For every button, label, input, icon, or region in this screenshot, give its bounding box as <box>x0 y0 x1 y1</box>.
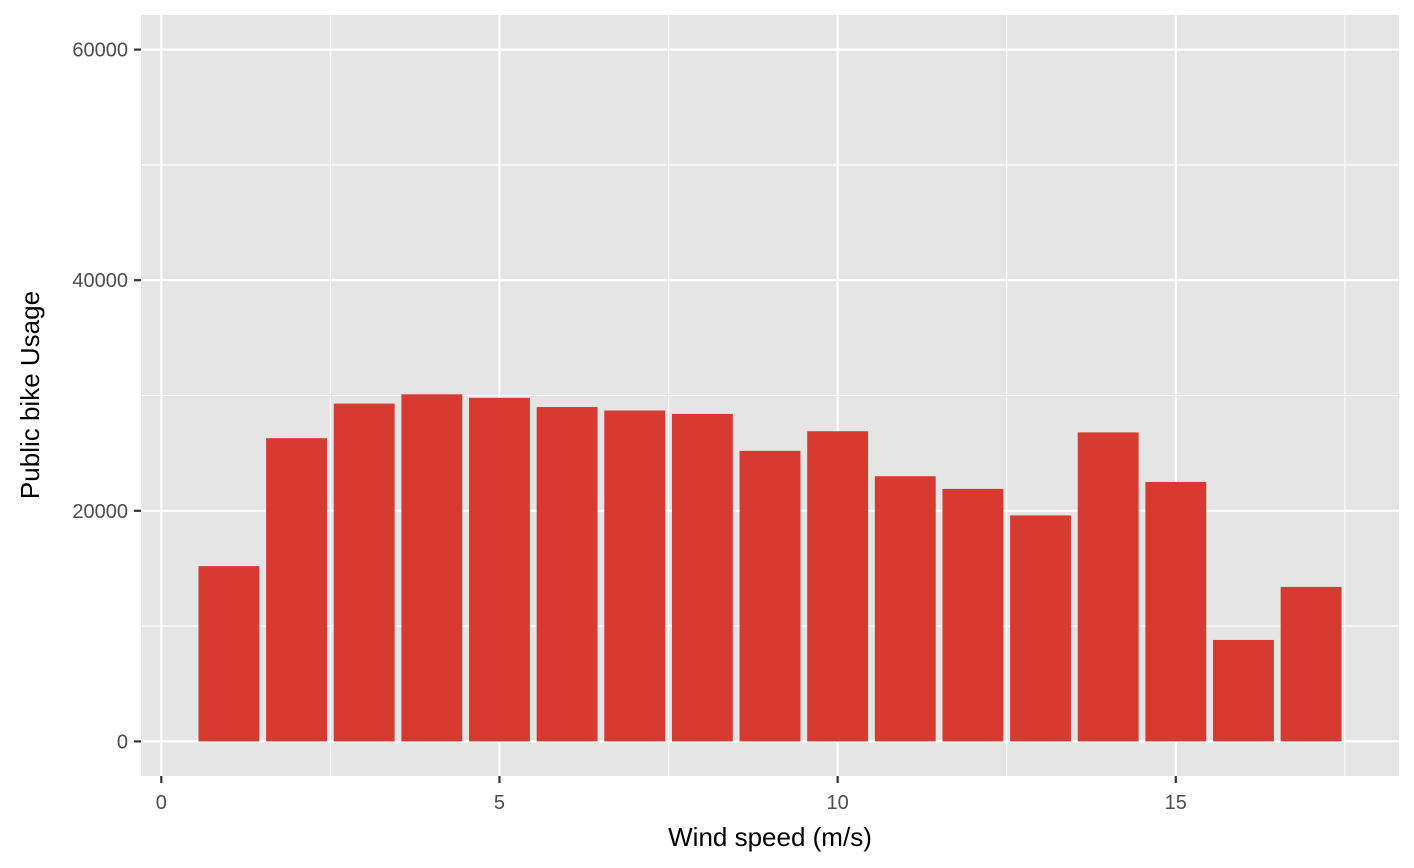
bar-13 <box>1010 515 1071 742</box>
x-tick-label: 15 <box>1165 792 1187 814</box>
bar-11 <box>874 476 936 742</box>
bar-6 <box>536 407 598 742</box>
y-tick-label: 0 <box>117 731 128 753</box>
x-tick-label: 0 <box>156 792 167 814</box>
bar-14 <box>1077 432 1139 742</box>
y-tick-label: 20000 <box>72 501 128 523</box>
bar-17 <box>1280 586 1342 742</box>
minor-gridlines <box>141 15 1399 776</box>
y-axis-title: Public bike Usage <box>15 291 45 499</box>
bar-5 <box>469 397 530 742</box>
y-tick-label: 60000 <box>72 40 128 62</box>
bar-15 <box>1145 481 1207 742</box>
bar-9 <box>739 450 801 742</box>
x-tick-label: 5 <box>494 792 505 814</box>
x-axis-title: Wind speed (m/s) <box>668 822 872 852</box>
bar-10 <box>807 431 869 742</box>
bar-1 <box>198 566 260 742</box>
y-axis: 0 20000 40000 60000 <box>72 40 141 753</box>
bar-3 <box>333 403 395 742</box>
bar-2 <box>266 438 327 742</box>
y-tick-label: 40000 <box>72 270 128 292</box>
x-axis: 0 5 10 15 <box>156 776 1187 814</box>
bars <box>198 394 1342 742</box>
bar-16 <box>1213 639 1274 742</box>
bar-12 <box>942 488 1004 742</box>
x-tick-label: 10 <box>827 792 849 814</box>
bar-4 <box>401 394 463 742</box>
bar-8 <box>671 413 733 742</box>
bar-7 <box>604 410 666 742</box>
